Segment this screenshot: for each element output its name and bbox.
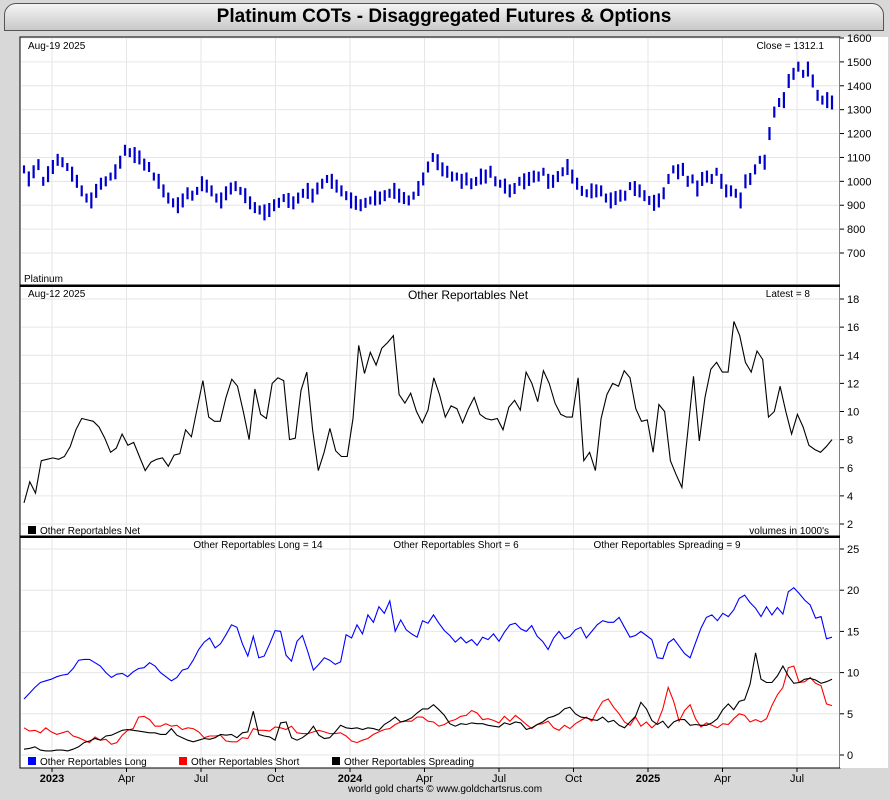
y-tick-label: 25 <box>847 544 859 556</box>
panel-3-frame <box>19 536 841 769</box>
short-latest-label: Other Reportables Short = 6 <box>393 540 519 551</box>
y-tick-label: 1100 <box>847 152 871 164</box>
legend-label-net: Other Reportables Net <box>40 526 140 537</box>
title-bar: Platinum COTs - Disaggregated Futures & … <box>4 3 884 31</box>
y-tick-label: 700 <box>847 248 865 260</box>
legend-swatch-net <box>28 526 36 534</box>
series-line-1 <box>23 586 833 700</box>
panel-1-frame <box>19 36 841 286</box>
y-tick-label: 1000 <box>847 176 871 188</box>
legend-label-2: Other Reportables Short <box>191 757 300 768</box>
panel-2-frame <box>19 285 841 537</box>
y-tick-label: 16 <box>847 322 859 334</box>
y-tick-label: 2 <box>847 519 853 531</box>
y-tick-label: 20 <box>847 585 859 597</box>
price-date-label: Aug-19 2025 <box>28 41 86 52</box>
y-tick-label: 1200 <box>847 129 871 141</box>
price-close-label: Close = 1312.1 <box>756 41 824 52</box>
net-date-label: Aug-12 2025 <box>28 289 86 300</box>
y-tick-label: 8 <box>847 435 853 447</box>
y-tick-label: 1300 <box>847 105 871 117</box>
y-tick-label: 10 <box>847 668 859 680</box>
net-units-label: volumes in 1000's <box>749 526 829 537</box>
long-latest-label: Other Reportables Long = 14 <box>193 540 323 551</box>
y-tick-label: 15 <box>847 626 859 638</box>
footer-credit: world gold charts © www.goldchartsrus.co… <box>347 784 543 795</box>
legend-label-3: Other Reportables Spreading <box>344 757 474 768</box>
right-axis-band <box>840 37 888 768</box>
y-tick-label: 12 <box>847 378 859 390</box>
series-line-3 <box>23 652 833 752</box>
chart-title: Platinum COTs - Disaggregated Futures & … <box>216 6 672 27</box>
legend-swatch-1 <box>28 757 36 765</box>
y-tick-label: 0 <box>847 750 853 762</box>
y-tick-label: 800 <box>847 224 865 236</box>
y-tick-label: 1500 <box>847 57 871 69</box>
y-tick-label: 4 <box>847 491 853 503</box>
y-tick-label: 10 <box>847 407 859 419</box>
series-line-1 <box>23 321 833 504</box>
legend-swatch-2 <box>179 757 187 765</box>
legend-swatch-3 <box>332 757 340 765</box>
series-line-2 <box>23 665 833 745</box>
legend-label-1: Other Reportables Long <box>40 757 147 768</box>
price-instrument-label: Platinum <box>24 274 63 285</box>
y-tick-label: 900 <box>847 200 865 212</box>
net-latest-label: Latest = 8 <box>766 289 811 300</box>
net-panel-title: Other Reportables Net <box>408 288 529 302</box>
y-tick-label: 1400 <box>847 81 871 93</box>
y-tick-label: 1600 <box>847 33 871 45</box>
y-tick-label: 5 <box>847 709 853 721</box>
y-tick-label: 18 <box>847 294 859 306</box>
y-tick-label: 14 <box>847 350 859 362</box>
y-tick-label: 6 <box>847 463 853 475</box>
spreading-latest-label: Other Reportables Spreading = 9 <box>593 540 740 551</box>
